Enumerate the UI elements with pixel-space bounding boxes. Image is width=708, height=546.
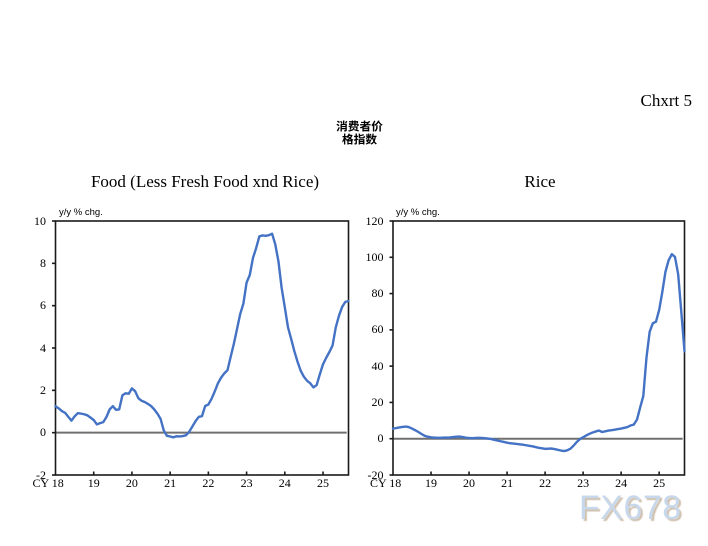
y-tick-label-rice: 100 xyxy=(365,249,384,264)
x-tick-label-food: 22 xyxy=(202,475,215,490)
main-title-char xyxy=(371,120,383,132)
unit-label-food: y/y % chg. xyxy=(59,207,103,218)
chart-title-food: Food (Less Fresh Food xnd Rice) xyxy=(90,172,320,191)
watermark: FX678 xyxy=(579,489,682,527)
x-tick-label-food: CY 18 xyxy=(32,475,64,490)
main-title-char xyxy=(359,120,371,132)
main-title-char xyxy=(336,120,348,132)
y-tick-label-food: 2 xyxy=(40,382,46,397)
y-tick-label-rice: -20 xyxy=(367,467,384,482)
main-title-lines xyxy=(336,120,383,145)
y-tick-label-food: 0 xyxy=(40,425,46,440)
y-tick-label-rice: 40 xyxy=(371,358,384,373)
main-title-char xyxy=(348,120,360,132)
x-tick-label-rice: CY 18 xyxy=(370,475,402,490)
x-tick-label-food: 19 xyxy=(87,475,100,490)
y-tick-label-rice: 0 xyxy=(377,431,384,446)
y-tick-label-rice: 60 xyxy=(371,322,384,337)
x-tick-label-rice: 22 xyxy=(539,475,552,490)
unit-label-rice: y/y % chg. xyxy=(396,207,440,218)
chart-number-label: Chxrt 5 xyxy=(640,91,692,110)
x-tick-label-rice: 21 xyxy=(501,475,514,490)
y-tick-label-rice: 80 xyxy=(371,286,384,301)
y-tick-label-food: 10 xyxy=(34,213,46,228)
main-title-char xyxy=(342,133,354,145)
x-tick-label-rice: 19 xyxy=(425,475,438,490)
y-tick-label-food: 6 xyxy=(40,298,46,313)
y-tick-label-food: -2 xyxy=(36,467,46,482)
line-series-food xyxy=(54,232,350,439)
x-tick-label-food: 23 xyxy=(240,475,253,490)
y-tick-label-food: 8 xyxy=(40,255,46,270)
x-tick-label-food: 21 xyxy=(164,475,177,490)
main-title-cjk xyxy=(336,120,383,145)
y-tick-label-rice: 120 xyxy=(365,213,384,228)
x-tick-label-food: 24 xyxy=(278,475,291,490)
plot-border-food xyxy=(54,220,350,476)
x-tick-label-rice: 20 xyxy=(463,475,476,490)
line-series-rice xyxy=(391,252,686,453)
main-title-char xyxy=(353,133,365,145)
y-tick-label-rice: 20 xyxy=(371,394,384,409)
x-tick-label-food: 25 xyxy=(317,475,330,490)
x-tick-label-rice: 24 xyxy=(615,475,628,490)
main-title-char xyxy=(365,133,377,145)
x-tick-label-rice: 25 xyxy=(653,475,666,490)
y-tick-label-food: 4 xyxy=(40,340,46,355)
chart-title-rice: Rice xyxy=(524,172,556,191)
x-tick-label-food: 20 xyxy=(125,475,138,490)
x-tick-label-rice: 23 xyxy=(577,475,590,490)
